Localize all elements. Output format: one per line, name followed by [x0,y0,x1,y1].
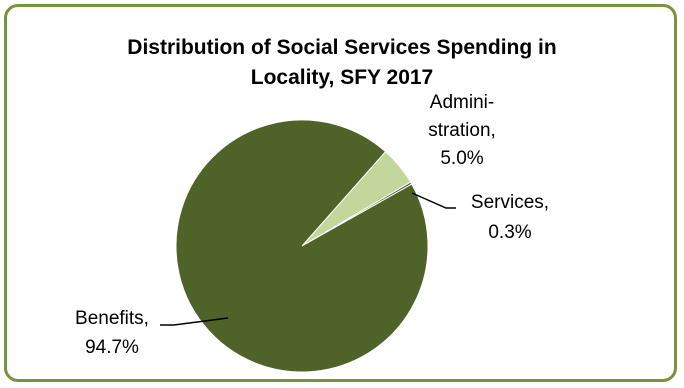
pie-slices [176,120,428,372]
slice-label-services: Services, 0.3% [471,192,549,243]
slice-label-administration: Admini-stration, 5.0% [428,92,496,169]
slice-label-benefits: Benefits, 94.7% [75,308,149,358]
